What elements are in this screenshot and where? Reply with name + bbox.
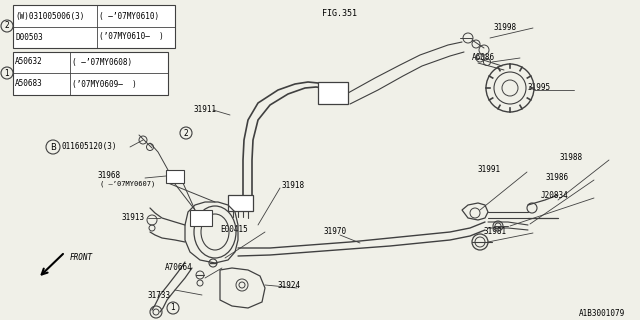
Text: 31981: 31981 [483,228,506,236]
Text: A50632: A50632 [15,58,43,67]
Text: 31733: 31733 [148,291,171,300]
Bar [318,82,348,104]
Circle shape [167,302,179,314]
Circle shape [1,67,13,79]
Text: 2: 2 [184,129,188,138]
Bar [166,170,184,183]
Text: 2: 2 [4,21,10,30]
Text: (’07MY0610–  ): (’07MY0610– ) [99,33,164,42]
Text: A6086: A6086 [472,52,495,61]
Text: 31924: 31924 [278,282,301,291]
Text: 1: 1 [4,68,10,77]
Text: A50683: A50683 [15,79,43,89]
Text: 31970: 31970 [323,228,346,236]
Text: A1B3001079: A1B3001079 [579,308,625,317]
Text: 1: 1 [171,303,175,313]
Text: 011605120(3): 011605120(3) [62,142,118,151]
Bar [13,52,168,95]
Text: (’07MY0609–  ): (’07MY0609– ) [72,79,137,89]
Bar [190,210,212,226]
Bar [228,195,253,211]
Text: A70664: A70664 [165,263,193,273]
Text: 31988: 31988 [560,154,583,163]
Text: B: B [50,142,56,151]
Text: ( ‒’07MY0610): ( ‒’07MY0610) [99,12,159,20]
Text: 31968: 31968 [97,171,120,180]
Text: ( ‒’07MY0607): ( ‒’07MY0607) [100,181,156,187]
Text: 31995: 31995 [527,84,550,92]
Text: FIG.351: FIG.351 [322,9,357,18]
Text: 31998: 31998 [494,23,517,33]
Bar [13,5,175,48]
Text: ( ‒’07MY0608): ( ‒’07MY0608) [72,58,132,67]
Text: D00503: D00503 [15,33,43,42]
Text: (W)031005006(3): (W)031005006(3) [15,12,84,20]
Circle shape [180,127,192,139]
Text: E00415: E00415 [220,226,248,235]
Text: 31986: 31986 [545,173,568,182]
Text: FRONT: FRONT [70,253,93,262]
Text: 31918: 31918 [282,180,305,189]
Circle shape [1,20,13,32]
Text: 31991: 31991 [478,165,501,174]
Text: J20834: J20834 [541,191,569,201]
Text: 31913: 31913 [122,213,145,222]
Text: 31911: 31911 [193,106,216,115]
Circle shape [46,140,60,154]
